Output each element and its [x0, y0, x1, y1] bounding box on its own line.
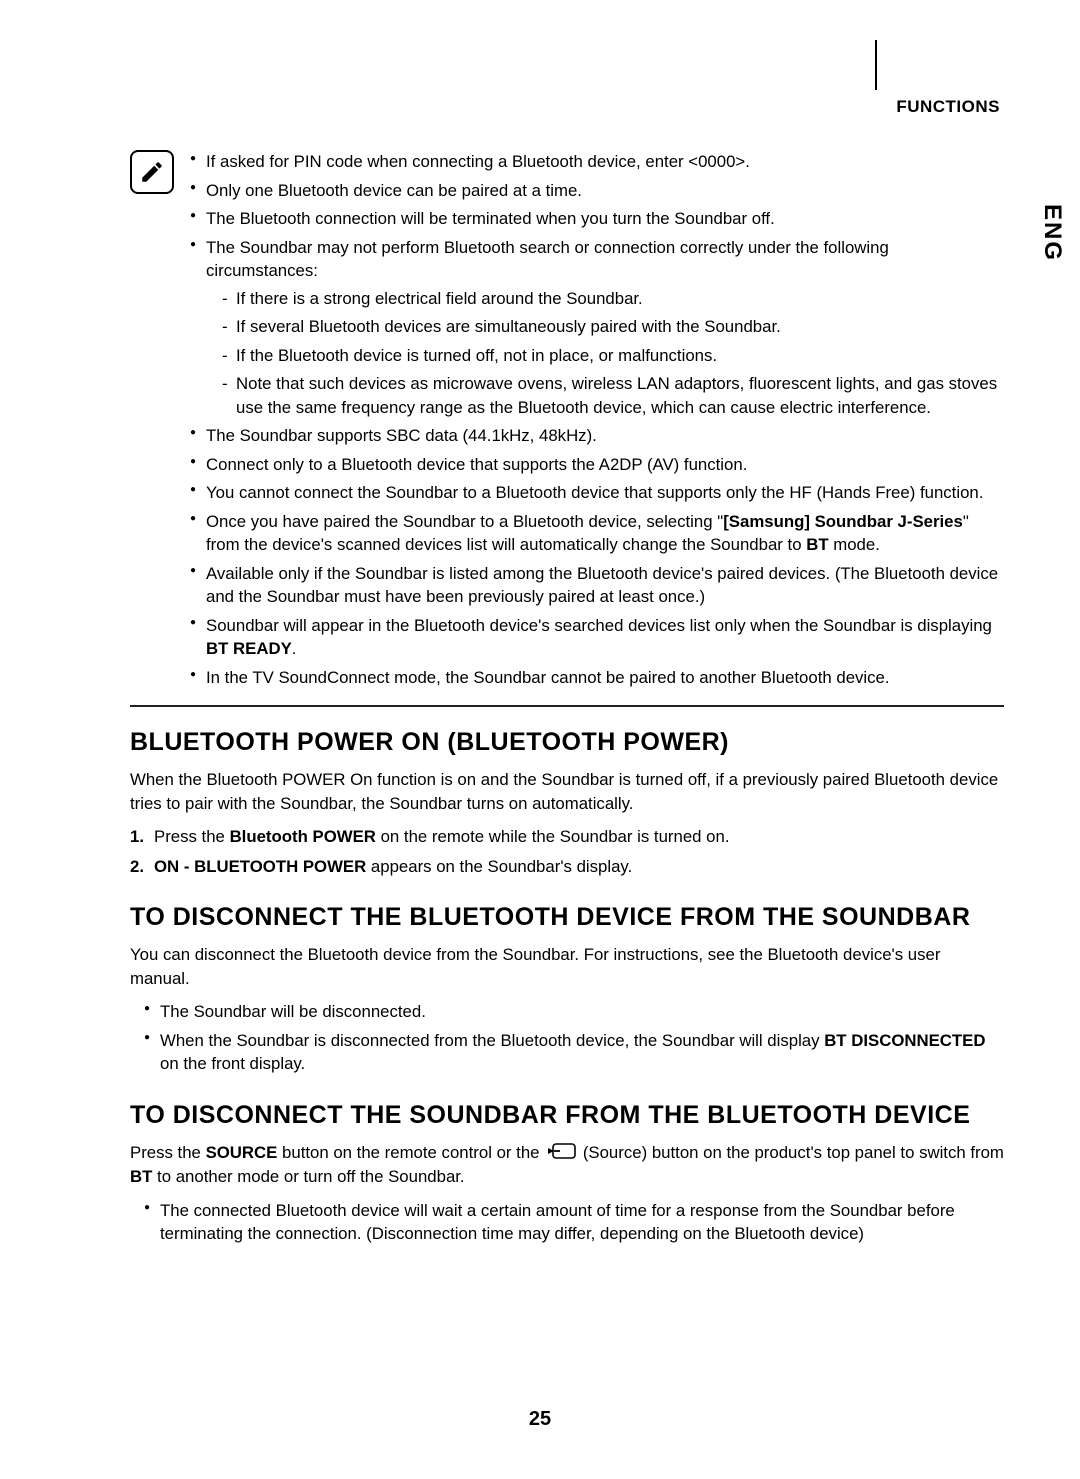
note-text-pre: Once you have paired the Soundbar to a B… [206, 512, 723, 531]
item-bold: BT DISCONNECTED [824, 1031, 985, 1050]
note-item: The Soundbar supports SBC data (44.1kHz,… [190, 424, 1004, 448]
notes-list: If asked for PIN code when connecting a … [190, 150, 1004, 689]
source-icon [546, 1142, 576, 1166]
section-header-functions: FUNCTIONS [896, 97, 1000, 117]
list-item: The connected Bluetooth device will wait… [144, 1199, 1004, 1246]
intro-mid: button on the remote control or the [277, 1143, 544, 1162]
note-item: Soundbar will appear in the Bluetooth de… [190, 614, 1004, 661]
note-text-bold: BT READY [206, 639, 292, 658]
language-tab: ENG [1024, 183, 1080, 283]
note-text: Available only if the Soundbar is listed… [206, 564, 998, 607]
item-pre: When the Soundbar is disconnected from t… [160, 1031, 824, 1050]
note-item: The Soundbar may not perform Bluetooth s… [190, 236, 1004, 420]
item-text: The Soundbar will be disconnected. [160, 1002, 426, 1021]
note-text-pre: Soundbar will appear in the Bluetooth de… [206, 616, 992, 635]
sections-wrapper: BLUETOOTH POWER ON (BLUETOOTH POWER) Whe… [130, 705, 1004, 1246]
note-text: Only one Bluetooth device can be paired … [206, 181, 582, 200]
step-pre: Press the [154, 827, 230, 846]
note-text: The Soundbar may not perform Bluetooth s… [206, 238, 889, 281]
note-item: Only one Bluetooth device can be paired … [190, 179, 1004, 203]
pencil-note-icon [139, 159, 165, 185]
note-item: Connect only to a Bluetooth device that … [190, 453, 1004, 477]
step-bold: Bluetooth POWER [230, 827, 376, 846]
note-text-bold: [Samsung] Soundbar J-Series [723, 512, 963, 531]
note-icon [130, 150, 174, 194]
note-text: You cannot connect the Soundbar to a Blu… [206, 483, 983, 502]
note-text-bold: BT [806, 535, 828, 554]
note-text: In the TV SoundConnect mode, the Soundba… [206, 668, 890, 687]
page: FUNCTIONS ENG If asked for PIN code when… [0, 0, 1080, 1479]
bt-power-steps: Press the Bluetooth POWER on the remote … [130, 825, 1004, 878]
note-item: Once you have paired the Soundbar to a B… [190, 510, 1004, 557]
note-item: In the TV SoundConnect mode, the Soundba… [190, 666, 1004, 690]
note-text: The Soundbar supports SBC data (44.1kHz,… [206, 426, 597, 445]
intro-mid2: (Source) button on the product's top pan… [578, 1143, 1004, 1162]
step-post: appears on the Soundbar's display. [366, 857, 632, 876]
note-subitem: Note that such devices as microwave oven… [222, 372, 1004, 419]
item-text: The connected Bluetooth device will wait… [160, 1201, 955, 1244]
note-sublist: If there is a strong electrical field ar… [206, 287, 1004, 420]
disconnect-sb-list: The connected Bluetooth device will wait… [130, 1199, 1004, 1246]
note-text: Connect only to a Bluetooth device that … [206, 455, 747, 474]
intro-bold: SOURCE [206, 1143, 278, 1162]
section-title-disconnect-from-sb: TO DISCONNECT THE BLUETOOTH DEVICE FROM … [130, 900, 1004, 935]
section-intro: Press the SOURCE button on the remote co… [130, 1141, 1004, 1189]
intro-post: to another mode or turn off the Soundbar… [152, 1167, 464, 1186]
header-divider [875, 40, 877, 90]
section-title-disconnect-sb: TO DISCONNECT THE SOUNDBAR FROM THE BLUE… [130, 1098, 1004, 1133]
note-item: If asked for PIN code when connecting a … [190, 150, 1004, 174]
section-title-bt-power: BLUETOOTH POWER ON (BLUETOOTH POWER) [130, 725, 1004, 760]
content-column: If asked for PIN code when connecting a … [190, 150, 1004, 1251]
step-item: ON - BLUETOOTH POWER appears on the Soun… [130, 855, 1004, 879]
step-post: on the remote while the Soundbar is turn… [376, 827, 730, 846]
note-subitem: If there is a strong electrical field ar… [222, 287, 1004, 311]
intro-pre: Press the [130, 1143, 206, 1162]
note-text: The Bluetooth connection will be termina… [206, 209, 775, 228]
intro-bold2: BT [130, 1167, 152, 1186]
section-intro: You can disconnect the Bluetooth device … [130, 943, 1004, 990]
section-intro: When the Bluetooth POWER On function is … [130, 768, 1004, 815]
divider [130, 705, 1004, 707]
note-text: If asked for PIN code when connecting a … [206, 152, 750, 171]
note-subitem: If the Bluetooth device is turned off, n… [222, 344, 1004, 368]
note-item: You cannot connect the Soundbar to a Blu… [190, 481, 1004, 505]
note-text-post: mode. [829, 535, 880, 554]
item-post: on the front display. [160, 1054, 305, 1073]
page-number: 25 [0, 1408, 1080, 1431]
note-item: Available only if the Soundbar is listed… [190, 562, 1004, 609]
list-item: When the Soundbar is disconnected from t… [144, 1029, 1004, 1076]
note-item: The Bluetooth connection will be termina… [190, 207, 1004, 231]
disconnect-from-sb-list: The Soundbar will be disconnected. When … [130, 1000, 1004, 1076]
note-subitem: If several Bluetooth devices are simulta… [222, 315, 1004, 339]
note-text-post: . [292, 639, 297, 658]
list-item: The Soundbar will be disconnected. [144, 1000, 1004, 1024]
step-bold: ON - BLUETOOTH POWER [154, 857, 366, 876]
step-item: Press the Bluetooth POWER on the remote … [130, 825, 1004, 849]
